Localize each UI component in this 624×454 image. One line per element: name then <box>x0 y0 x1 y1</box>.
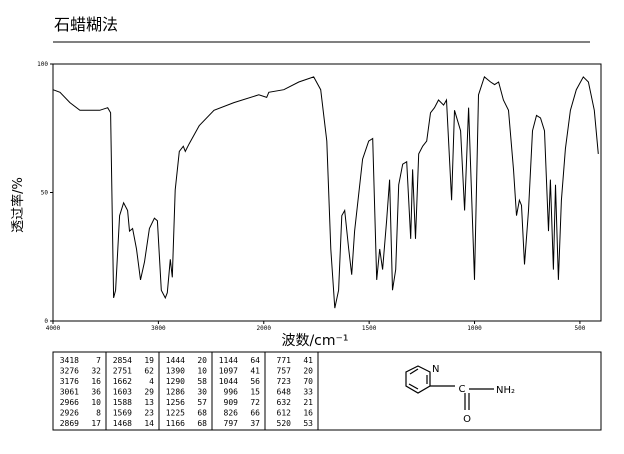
peak-wavenumber: 632 <box>277 398 292 407</box>
peak-wavenumber: 2966 <box>60 398 79 407</box>
peak-transmittance: 37 <box>250 419 260 428</box>
peak-transmittance: 10 <box>197 367 207 376</box>
peak-transmittance: 7 <box>96 356 101 365</box>
peak-transmittance: 64 <box>250 356 260 365</box>
peak-wavenumber: 1588 <box>113 398 132 407</box>
peak-wavenumber: 3061 <box>60 388 79 397</box>
peak-wavenumber: 723 <box>277 377 292 386</box>
bond <box>408 383 419 390</box>
peak-transmittance: 16 <box>91 377 101 386</box>
peak-wavenumber: 2926 <box>60 409 79 418</box>
y-axis-label: 透过率/% <box>10 177 26 233</box>
peak-transmittance: 57 <box>197 398 207 407</box>
peak-wavenumber: 1286 <box>166 388 185 397</box>
peak-transmittance: 30 <box>197 388 207 397</box>
spectrum-line <box>52 76 599 309</box>
peak-wavenumber: 1225 <box>166 409 185 418</box>
peak-wavenumber: 648 <box>277 388 292 397</box>
atom-label: C <box>459 384 466 395</box>
peak-wavenumber: 1097 <box>219 367 238 376</box>
peak-transmittance: 4 <box>149 377 154 386</box>
y-tick-label: 50 <box>41 190 49 197</box>
peak-transmittance: 62 <box>144 367 154 376</box>
peak-transmittance: 70 <box>303 377 313 386</box>
peak-wavenumber: 1290 <box>166 377 185 386</box>
peak-transmittance: 19 <box>144 356 154 365</box>
structure <box>405 365 494 410</box>
peak-transmittance: 21 <box>303 398 313 407</box>
peak-transmittance: 56 <box>250 377 260 386</box>
peak-wavenumber: 3176 <box>60 377 79 386</box>
peak-transmittance: 23 <box>144 409 154 418</box>
x-tick-label: 4000 <box>46 325 61 332</box>
peak-wavenumber: 2869 <box>60 419 79 428</box>
peak-transmittance: 32 <box>91 367 101 376</box>
peak-wavenumber: 1144 <box>219 356 238 365</box>
peak-wavenumber: 3276 <box>60 367 79 376</box>
peak-wavenumber: 826 <box>224 409 239 418</box>
peak-transmittance: 33 <box>303 388 313 397</box>
peak-wavenumber: 520 <box>277 419 292 428</box>
peak-transmittance: 41 <box>303 356 313 365</box>
peak-wavenumber: 1256 <box>166 398 185 407</box>
x-tick-label: 500 <box>575 325 586 332</box>
peak-transmittance: 8 <box>96 409 101 418</box>
peak-wavenumber: 3418 <box>60 356 79 365</box>
peak-wavenumber: 1569 <box>113 409 132 418</box>
atom-label: NH₂ <box>496 385 515 396</box>
table-frame <box>52 351 602 431</box>
peak-wavenumber: 996 <box>224 388 239 397</box>
chart-title: 石蜡糊法 <box>54 15 118 34</box>
plot-frame <box>52 63 602 322</box>
peak-wavenumber: 1044 <box>219 377 238 386</box>
peak-wavenumber: 2854 <box>113 356 132 365</box>
peak-wavenumber: 1603 <box>113 388 132 397</box>
peak-transmittance: 13 <box>144 398 154 407</box>
peak-wavenumber: 2751 <box>113 367 132 376</box>
atom-label: O <box>463 414 471 425</box>
x-axis-label: 波数/cm⁻¹ <box>281 333 348 349</box>
peak-transmittance: 17 <box>91 419 101 428</box>
peak-wavenumber: 612 <box>277 409 292 418</box>
peak-transmittance: 68 <box>197 409 207 418</box>
peak-wavenumber: 1468 <box>113 419 132 428</box>
peak-transmittance: 15 <box>250 388 260 397</box>
peak-wavenumber: 797 <box>224 419 239 428</box>
peak-transmittance: 66 <box>250 409 260 418</box>
x-tick-label: 3000 <box>151 325 166 332</box>
peak-wavenumber: 757 <box>277 367 292 376</box>
peak-transmittance: 29 <box>144 388 154 397</box>
peak-transmittance: 10 <box>91 398 101 407</box>
peak-transmittance: 53 <box>303 419 313 428</box>
x-tick-label: 2000 <box>257 325 272 332</box>
peak-transmittance: 41 <box>250 367 260 376</box>
peak-wavenumber: 909 <box>224 398 239 407</box>
peak-transmittance: 16 <box>303 409 313 418</box>
peak-transmittance: 20 <box>197 356 207 365</box>
peak-wavenumber: 771 <box>277 356 292 365</box>
peak-transmittance: 68 <box>197 419 207 428</box>
peak-transmittance: 72 <box>250 398 260 407</box>
peak-wavenumber: 1662 <box>113 377 132 386</box>
peak-transmittance: 14 <box>144 419 154 428</box>
peak-wavenumber: 1390 <box>166 367 185 376</box>
bond <box>409 368 419 375</box>
y-tick-label: 0 <box>44 318 48 325</box>
peak-wavenumber: 1166 <box>166 419 185 428</box>
peak-wavenumber: 1444 <box>166 356 185 365</box>
x-tick-label: 1500 <box>362 325 377 332</box>
peak-transmittance: 36 <box>91 388 101 397</box>
x-tick-label: 1000 <box>467 325 482 332</box>
peak-transmittance: 20 <box>303 367 313 376</box>
y-tick-label: 100 <box>37 61 48 68</box>
peak-transmittance: 58 <box>197 377 207 386</box>
atom-label: N <box>432 364 439 375</box>
